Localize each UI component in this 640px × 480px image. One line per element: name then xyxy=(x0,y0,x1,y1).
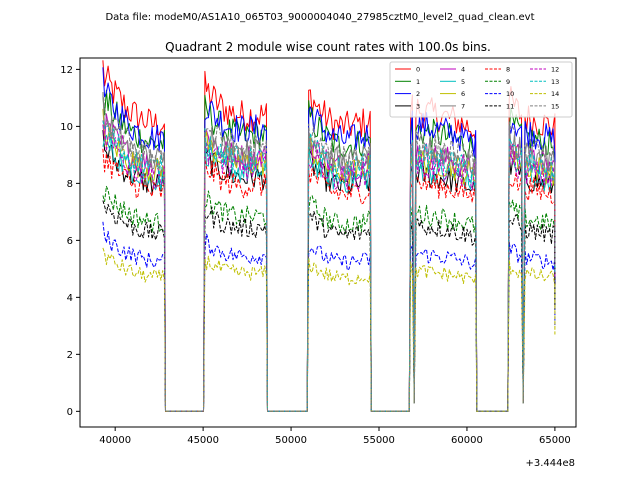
y-tick-label: 4 xyxy=(67,293,73,304)
series-line-11 xyxy=(102,200,556,412)
series-line-2 xyxy=(102,67,556,412)
data-file-suptitle: Data file: modeM0/AS1A10_065T03_90000040… xyxy=(105,12,534,23)
series-line-12 xyxy=(102,120,556,412)
series-line-15 xyxy=(102,91,556,412)
x-tick-label: 50000 xyxy=(275,435,307,446)
legend-label-4: 4 xyxy=(461,66,465,74)
x-axis: 40000 45000 50000 55000 60000 65000 xyxy=(99,427,571,446)
x-axis-offset-label: +3.444e8 xyxy=(525,458,575,469)
legend-label-3: 3 xyxy=(416,102,420,110)
x-tick-label: 60000 xyxy=(451,435,483,446)
y-tick-label: 10 xyxy=(60,122,73,133)
y-tick-label: 12 xyxy=(60,65,73,76)
legend-label-6: 6 xyxy=(461,90,465,98)
legend-label-10: 10 xyxy=(506,90,514,98)
series-line-1 xyxy=(102,89,556,412)
series-line-9 xyxy=(102,185,556,412)
legend-label-5: 5 xyxy=(461,78,465,86)
plot-frame xyxy=(79,57,577,428)
x-tick-label: 45000 xyxy=(187,435,219,446)
y-tick-label: 2 xyxy=(67,350,73,361)
series-line-10 xyxy=(102,221,556,412)
x-tick-label: 65000 xyxy=(539,435,571,446)
x-tick-label: 55000 xyxy=(363,435,395,446)
legend-label-1: 1 xyxy=(416,78,420,86)
legend-label-12: 12 xyxy=(551,66,559,74)
series-line-14 xyxy=(102,247,556,412)
y-tick-label: 6 xyxy=(67,236,73,247)
legend-label-8: 8 xyxy=(506,66,510,74)
y-tick-label: 8 xyxy=(67,179,73,190)
y-tick-label: 0 xyxy=(67,407,73,418)
series-line-8 xyxy=(102,148,556,412)
legend-label-2: 2 xyxy=(416,90,420,98)
legend-label-0: 0 xyxy=(416,66,420,74)
series-line-7 xyxy=(102,93,556,412)
legend-box xyxy=(389,61,573,118)
legend-label-11: 11 xyxy=(506,102,514,110)
plot-area xyxy=(79,57,577,428)
x-tick-label: 40000 xyxy=(99,435,131,446)
legend-label-14: 14 xyxy=(551,90,559,98)
chart-title: Quadrant 2 module wise count rates with … xyxy=(165,40,491,54)
legend-label-9: 9 xyxy=(506,78,510,86)
series-line-5 xyxy=(102,134,556,412)
legend-label-15: 15 xyxy=(551,102,559,110)
legend-label-13: 13 xyxy=(551,78,559,86)
y-axis: 0 2 4 6 8 10 12 xyxy=(60,65,80,418)
legend-label-7: 7 xyxy=(461,102,465,110)
